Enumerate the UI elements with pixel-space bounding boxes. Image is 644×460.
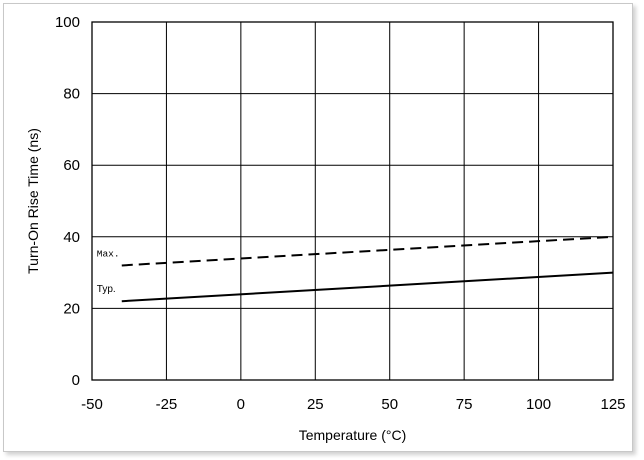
y-tick-label: 20 <box>63 300 80 317</box>
x-tick-label: 75 <box>456 396 473 413</box>
y-tick-label: 0 <box>72 372 80 389</box>
grid <box>92 22 613 380</box>
x-tick-label: -25 <box>156 396 178 413</box>
y-axis-label: Turn-On Rise Time (ns) <box>25 128 41 274</box>
x-axis-label: Temperature (°C) <box>299 427 407 443</box>
y-axis: 0 20 40 60 80 100 <box>55 14 80 389</box>
y-tick-label: 40 <box>63 229 80 246</box>
x-tick-label: 25 <box>307 396 324 413</box>
y-tick-label: 80 <box>63 86 80 103</box>
x-tick-label: 50 <box>381 396 398 413</box>
x-tick-label: -50 <box>81 396 103 413</box>
series-label: Max. <box>97 248 120 259</box>
x-tick-label: 0 <box>237 396 245 413</box>
series-lines <box>121 235 614 303</box>
series-label: Typ. <box>97 284 116 295</box>
series-line-max <box>121 235 614 267</box>
y-tick-label: 60 <box>63 157 80 174</box>
chart-frame <box>3 3 633 452</box>
y-tick-label: 100 <box>55 14 80 31</box>
x-axis: -50 -25 0 25 50 75 100 125 <box>81 396 625 413</box>
plot-area <box>91 21 614 381</box>
x-tick-label: 125 <box>600 396 625 413</box>
x-tick-label: 100 <box>526 396 551 413</box>
series-line-typ <box>121 271 614 303</box>
series-labels: Max. Typ. <box>97 248 120 295</box>
